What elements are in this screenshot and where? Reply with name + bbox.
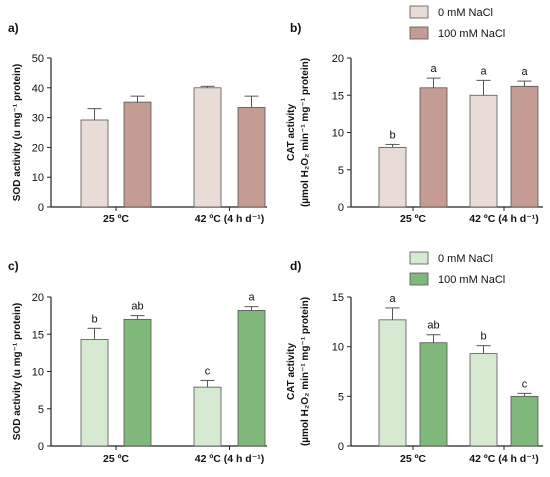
y-tick-label: 15	[332, 292, 344, 304]
y-axis-label-line1: CAT activity	[286, 343, 297, 400]
legend-swatch	[409, 5, 429, 19]
y-tick-label: 5	[338, 391, 344, 403]
significance-letter: a	[248, 292, 255, 304]
y-tick-label: 5	[338, 165, 344, 177]
y-tick-label: 10	[32, 172, 44, 184]
legend-swatch	[409, 26, 429, 40]
significance-letter: a	[430, 63, 437, 75]
bar	[510, 395, 539, 447]
legend: 0 mM NaCl 100 mM NaCl	[409, 5, 505, 40]
bar	[378, 146, 407, 208]
significance-letter: b	[91, 313, 97, 325]
x-category-label: 25 ºC	[103, 453, 129, 465]
y-tick-label: 40	[32, 83, 44, 95]
significance-letter: a	[521, 66, 528, 78]
x-category-label: 42 ºC (4 h d⁻¹)	[195, 213, 264, 225]
panel-label: b)	[290, 21, 301, 35]
legend-label: 0 mM NaCl	[438, 7, 493, 19]
y-tick-label: 0	[338, 202, 344, 214]
y-axis-label-line1: CAT activity	[286, 104, 297, 161]
bar	[469, 353, 498, 447]
y-tick-label: 10	[332, 128, 344, 140]
y-tick-label: 20	[32, 292, 44, 304]
bar	[123, 318, 152, 447]
legend-swatch	[409, 272, 429, 286]
bar	[237, 310, 266, 447]
x-category-label: 25 ºC	[103, 213, 129, 225]
y-tick-label: 30	[32, 113, 44, 125]
panel-label: c)	[8, 259, 19, 273]
x-category-label: 25 ºC	[400, 213, 426, 225]
chart-panel-1: a) SOD activity (u mg⁻¹ protein) 0 10 20 30 40…	[8, 21, 267, 225]
bar	[419, 342, 448, 447]
y-tick-label: 0	[338, 441, 344, 453]
y-tick-label: 0	[38, 441, 44, 453]
panel-label: d)	[290, 259, 301, 273]
significance-letter: b	[480, 331, 486, 343]
chart-panel-2: b) CAT activity (µmol H₂O₂ min⁻¹ mg⁻¹ prot…	[286, 5, 543, 225]
y-tick-label: 10	[332, 342, 344, 354]
significance-letter: a	[389, 293, 396, 305]
chart-panel-3: c) SOD activity (u mg⁻¹ protein) 0 5 10 15 20 b…	[8, 259, 267, 465]
bar	[378, 319, 407, 447]
bar	[193, 87, 222, 208]
legend-swatch	[409, 251, 429, 265]
bar	[80, 339, 109, 447]
significance-letter: ab	[131, 301, 143, 313]
x-category-label: 42 ºC (4 h d⁻¹)	[469, 213, 538, 225]
x-category-label: 42 ºC (4 h d⁻¹)	[195, 453, 264, 465]
bar	[193, 386, 222, 447]
chart-panel-4: d) CAT activity (µmol H₂O₂ min⁻¹ mg⁻¹ prot…	[286, 251, 543, 465]
panel-label: a)	[8, 21, 19, 35]
bar	[469, 94, 498, 208]
bar	[419, 87, 448, 208]
bar	[237, 107, 266, 208]
y-tick-label: 5	[38, 404, 44, 416]
legend-label: 0 mM NaCl	[438, 253, 493, 265]
x-category-label: 25 ºC	[400, 453, 426, 465]
bar	[80, 119, 109, 208]
bar	[123, 101, 152, 208]
significance-letter: c	[205, 365, 211, 377]
y-axis-label-line2: (µmol H₂O₂ min⁻¹ mg⁻¹ protein)	[300, 297, 311, 446]
y-tick-label: 0	[38, 202, 44, 214]
y-tick-label: 50	[32, 53, 44, 65]
y-tick-label: 20	[32, 142, 44, 154]
y-tick-label: 20	[332, 53, 344, 65]
significance-letter: ab	[427, 320, 439, 332]
y-tick-label: 15	[332, 90, 344, 102]
y-tick-label: 10	[32, 367, 44, 379]
y-tick-label: 15	[32, 329, 44, 341]
legend-label: 100 mM NaCl	[438, 28, 505, 40]
y-axis-label-line2: (µmol H₂O₂ min⁻¹ mg⁻¹ protein)	[300, 58, 311, 207]
y-axis-label: SOD activity (u mg⁻¹ protein)	[12, 303, 23, 441]
legend: 0 mM NaCl 100 mM NaCl	[409, 251, 505, 286]
significance-letter: b	[389, 129, 395, 141]
bar	[510, 85, 539, 208]
x-category-label: 42 ºC (4 h d⁻¹)	[469, 453, 538, 465]
y-axis-label: SOD activity (u mg⁻¹ protein)	[12, 64, 23, 202]
legend-label: 100 mM NaCl	[438, 274, 505, 286]
significance-letter: c	[522, 378, 528, 390]
significance-letter: a	[480, 65, 487, 77]
